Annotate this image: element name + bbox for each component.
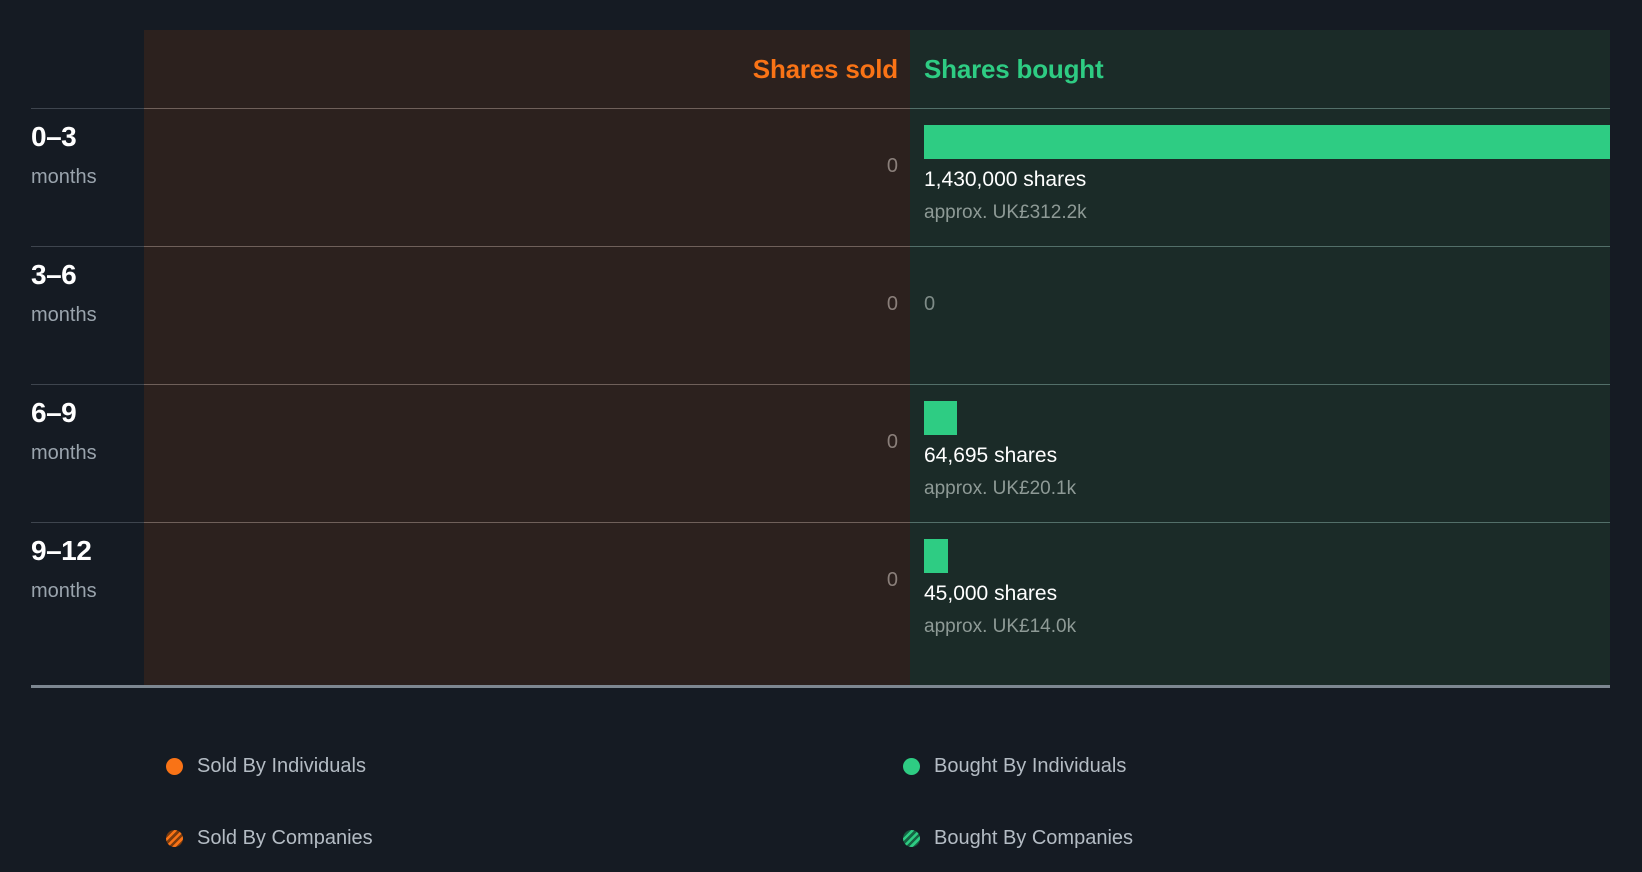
striped-circle-green-icon (903, 830, 920, 847)
row-label-range: 3–6 (31, 259, 77, 290)
legend-item-sold-by-companies[interactable]: Sold By Companies (166, 827, 373, 850)
row-separator (31, 246, 1610, 247)
row-label-unit: months (31, 166, 97, 188)
shares-sold-header-label: Shares sold (752, 53, 898, 84)
legend-label: Bought By Individuals (934, 755, 1127, 777)
sold-value: 0 (886, 155, 898, 177)
row-separator-bought (910, 246, 1610, 247)
row-label: 3–6 months (31, 260, 136, 328)
row-separator (31, 108, 1610, 109)
bought-cell: 45,000 shares approx. UK£14.0k (910, 522, 1610, 668)
row-separator (31, 384, 1610, 385)
bought-value: 0 (924, 293, 936, 315)
bought-bar (924, 401, 957, 435)
bought-approx-label: approx. UK£312.2k (924, 202, 1087, 223)
row-separator-bought (910, 108, 1610, 109)
shares-sold-panel (144, 30, 910, 685)
sold-value: 0 (886, 293, 898, 315)
chart-legend: Sold By Individuals Bought By Individual… (0, 700, 1642, 872)
row-separator (31, 522, 1610, 523)
table-row: 9–12 months 0 45,000 shares approx. UK£1… (0, 522, 1610, 668)
sold-cell: 0 (144, 522, 910, 668)
row-label: 0–3 months (31, 122, 136, 190)
shares-bought-header: Shares bought (910, 30, 1610, 108)
row-separator-bought (910, 384, 1610, 385)
legend-item-bought-by-individuals[interactable]: Bought By Individuals (903, 755, 1126, 778)
axis-baseline (31, 685, 1610, 688)
striped-circle-orange-icon (166, 830, 183, 847)
legend-label: Sold By Companies (197, 827, 373, 849)
sold-cell: 0 (144, 108, 910, 254)
row-label-unit: months (31, 580, 97, 602)
bought-shares-label: 45,000 shares (924, 582, 1058, 605)
bought-approx-label: approx. UK£20.1k (924, 478, 1077, 499)
shares-sold-header: Shares sold (144, 30, 910, 108)
row-label: 6–9 months (31, 398, 136, 466)
row-separator-bought (910, 522, 1610, 523)
row-separator-sold (144, 522, 910, 523)
solid-circle-orange-icon (166, 758, 183, 775)
bought-bar (924, 539, 948, 573)
table-row: 6–9 months 0 64,695 shares approx. UK£20… (0, 384, 1610, 530)
legend-item-bought-by-companies[interactable]: Bought By Companies (903, 827, 1133, 850)
row-label: 9–12 months (31, 536, 136, 604)
bought-shares-label: 64,695 shares (924, 444, 1058, 467)
legend-label: Bought By Companies (934, 827, 1134, 849)
sold-cell: 0 (144, 246, 910, 392)
bought-approx-label: approx. UK£14.0k (924, 616, 1077, 637)
legend-label: Sold By Individuals (197, 755, 366, 777)
sold-value: 0 (886, 431, 898, 453)
row-label-unit: months (31, 304, 97, 326)
bought-shares-label: 1,430,000 shares (924, 168, 1087, 191)
row-label-range: 9–12 (31, 535, 92, 566)
bought-cell: 64,695 shares approx. UK£20.1k (910, 384, 1610, 530)
row-label-range: 0–3 (31, 121, 77, 152)
bought-bar (924, 125, 1610, 159)
table-row: 3–6 months 0 0 (0, 246, 1610, 392)
solid-circle-green-icon (903, 758, 920, 775)
bought-cell: 0 (910, 246, 1610, 392)
bought-cell: 1,430,000 shares approx. UK£312.2k (910, 108, 1610, 254)
sold-cell: 0 (144, 384, 910, 530)
row-label-range: 6–9 (31, 397, 77, 428)
row-label-unit: months (31, 442, 97, 464)
sold-value: 0 (886, 569, 898, 591)
shares-bought-header-label: Shares bought (924, 53, 1104, 84)
row-separator-sold (144, 108, 910, 109)
row-separator-sold (144, 384, 910, 385)
row-separator-sold (144, 246, 910, 247)
table-row: 0–3 months 0 1,430,000 shares approx. UK… (0, 108, 1610, 254)
legend-item-sold-by-individuals[interactable]: Sold By Individuals (166, 755, 366, 778)
